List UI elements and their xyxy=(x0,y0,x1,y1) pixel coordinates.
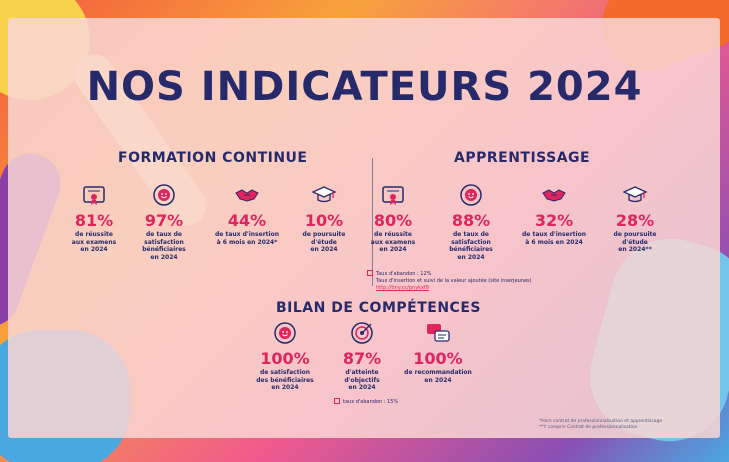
caption-line: en 2024 xyxy=(348,384,376,391)
indicator-caption: de taux de satisfaction bénéficiaires en 20… xyxy=(120,231,208,261)
caption-line: d'atteinte xyxy=(345,369,379,376)
indicator-card: 28% de poursuite d'étude en 2024** xyxy=(591,182,679,254)
indicator-card: 80% de réussite aux examens en 2024 xyxy=(349,182,437,254)
caption-line: d'étude xyxy=(311,238,337,246)
indicator-card: 44% de taux d'insertion à 6 mois en 2024* xyxy=(203,182,291,246)
indicator-value: 32% xyxy=(534,211,574,230)
indicator-value: 100% xyxy=(413,349,463,368)
footnote-1: *Hors contrat de professionnalisation et… xyxy=(539,419,663,424)
bilan-title: BILAN DE COMPÉTENCES xyxy=(276,300,481,316)
indicator-caption: de poursuite d'étude en 2024 xyxy=(280,231,368,254)
insertion-note: Taux d'insertion et suivi de la valeur a… xyxy=(376,278,532,284)
apprentissage-notes: Taux d'abandon : 12% Taux d'insertion et… xyxy=(367,270,567,292)
certificate-icon xyxy=(380,182,406,208)
inserjeunes-link[interactable]: http://tiny.cc/pnykxf9 xyxy=(376,285,429,291)
indicator-card: 32% de taux d'insertion à 6 mois en 2024 xyxy=(510,182,598,246)
caption-line: aux examens xyxy=(71,238,117,246)
indicator-caption: de satisfaction des bénéficiaires en 2024 xyxy=(241,369,329,392)
caption-line: en 2024 xyxy=(424,376,452,384)
indicator-card: 87% d'atteinte d'objectifs en 2024 xyxy=(318,320,406,392)
satisfaction-gauge-icon xyxy=(272,320,298,346)
caption-line: en 2024 xyxy=(80,246,108,253)
indicator-value: 97% xyxy=(144,211,184,230)
caption-line: en 2024 xyxy=(271,384,299,391)
caption-line: de poursuite xyxy=(613,231,657,238)
caption-line: de réussite xyxy=(75,231,113,238)
certificate-icon xyxy=(81,182,107,208)
caption-line: bénéficiaires xyxy=(449,246,493,253)
caption-line: à 6 mois en 2024* xyxy=(216,238,278,246)
indicator-value: 87% xyxy=(342,349,382,368)
indicator-caption: d'atteinte d'objectifs en 2024 xyxy=(318,369,406,392)
satisfaction-gauge-icon xyxy=(458,182,484,208)
target-icon xyxy=(349,320,375,346)
caption-line: aux examens xyxy=(370,238,416,246)
indicator-card: 97% de taux de satisfaction bénéficiaires en… xyxy=(120,182,208,261)
section-divider xyxy=(372,158,373,286)
graduation-cap-icon xyxy=(622,182,648,208)
indicator-caption: de poursuite d'étude en 2024** xyxy=(591,231,679,254)
indicator-value: 88% xyxy=(451,211,491,230)
caption-line: de taux d'insertion xyxy=(522,231,586,238)
indicator-card: 88% de taux de satisfaction bénéficiaires en… xyxy=(427,182,515,261)
satisfaction-gauge-icon xyxy=(151,182,177,208)
caption-line: satisfaction xyxy=(144,238,184,246)
indicator-value: 80% xyxy=(373,211,413,230)
checkbox-icon xyxy=(367,270,373,276)
indicator-value: 44% xyxy=(227,211,267,230)
indicator-caption: de taux d'insertion à 6 mois en 2024 xyxy=(510,231,598,246)
caption-line: bénéficiaires xyxy=(142,246,186,253)
indicator-value: 100% xyxy=(260,349,310,368)
caption-line: de réussite xyxy=(374,231,412,238)
caption-line: de poursuite xyxy=(302,231,346,238)
apprentissage-title: APPRENTISSAGE xyxy=(454,150,591,166)
indicator-caption: de réussite aux examens en 2024 xyxy=(50,231,138,254)
caption-line: d'étude xyxy=(622,238,648,246)
formation-title: FORMATION CONTINUE xyxy=(118,150,308,166)
checkbox-icon xyxy=(334,398,340,404)
indicator-value: 81% xyxy=(74,211,114,230)
indicator-caption: de taux d'insertion à 6 mois en 2024* xyxy=(203,231,291,246)
bilan-note: taux d'abandon : 15% xyxy=(334,398,398,406)
indicator-caption: de recommandation en 2024 xyxy=(394,369,482,384)
handshake-icon xyxy=(234,182,260,208)
caption-line: en 2024** xyxy=(618,246,652,253)
caption-line: en 2024 xyxy=(150,253,178,261)
caption-line: à 6 mois en 2024 xyxy=(525,238,583,246)
indicator-card: 10% de poursuite d'étude en 2024 xyxy=(280,182,368,254)
caption-line: de taux de xyxy=(146,231,182,238)
indicator-card: 81% de réussite aux examens en 2024 xyxy=(50,182,138,254)
caption-line: de taux de xyxy=(453,231,489,238)
graduation-cap-icon xyxy=(311,182,337,208)
caption-line: de satisfaction xyxy=(259,369,311,376)
indicator-value: 28% xyxy=(615,211,655,230)
chat-bubbles-icon xyxy=(425,320,451,346)
page-title: NOS INDICATEURS 2024 xyxy=(86,64,643,110)
handshake-icon xyxy=(541,182,567,208)
abandon-note: Taux d'abandon : 12% xyxy=(376,271,432,277)
caption-line: de recommandation xyxy=(404,369,472,376)
caption-line: de taux d'insertion xyxy=(215,231,279,238)
footnotes: *Hors contrat de professionnalisation et… xyxy=(539,419,699,431)
caption-line: des bénéficiaires xyxy=(256,376,314,384)
indicator-card: 100% de recommandation en 2024 xyxy=(394,320,482,384)
caption-line: d'objectifs xyxy=(344,376,380,384)
bilan-abandon-note: taux d'abandon : 15% xyxy=(343,399,399,405)
indicator-caption: de taux de satisfaction bénéficiaires en 20… xyxy=(427,231,515,261)
caption-line: satisfaction xyxy=(451,238,491,246)
caption-line: en 2024 xyxy=(310,246,338,253)
content-panel xyxy=(8,18,720,438)
caption-line: en 2024 xyxy=(457,253,485,261)
indicator-card: 100% de satisfaction des bénéficiaires en 2… xyxy=(241,320,329,392)
footnote-2: **Y compris Contrat de professionnalisat… xyxy=(539,425,638,430)
indicator-value: 10% xyxy=(304,211,344,230)
indicator-caption: de réussite aux examens en 2024 xyxy=(349,231,437,254)
caption-line: en 2024 xyxy=(379,246,407,253)
